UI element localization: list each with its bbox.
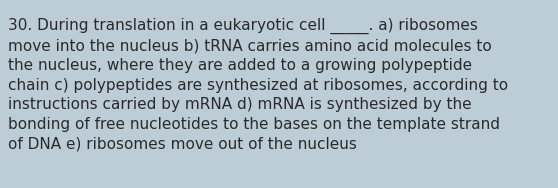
Text: 30. During translation in a eukaryotic cell _____. a) ribosomes
move into the nu: 30. During translation in a eukaryotic c… bbox=[8, 18, 508, 152]
